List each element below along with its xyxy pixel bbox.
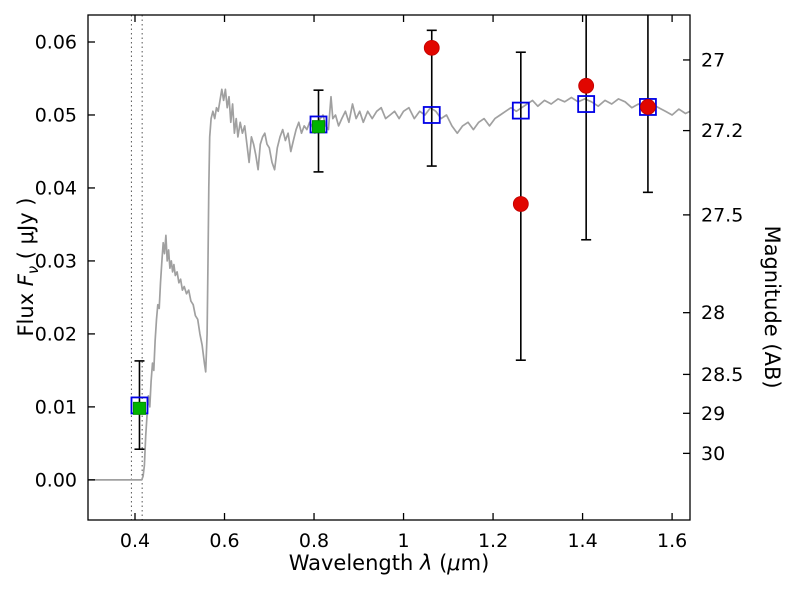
model-photometry-marker bbox=[577, 95, 596, 113]
x-tick-label: 1.2 bbox=[478, 530, 508, 552]
x-axis-label: Wavelength λ (μm) bbox=[88, 551, 690, 575]
model-photometry-marker bbox=[511, 101, 530, 120]
observed-infrared-marker bbox=[578, 77, 595, 94]
observed-infrared-marker bbox=[512, 196, 529, 212]
x-tick-label: 1 bbox=[397, 530, 409, 552]
x-tick-label: 1.6 bbox=[657, 530, 687, 552]
x-axis-label-paren: ( bbox=[432, 551, 448, 575]
y-tick-label: 0.00 bbox=[35, 469, 77, 491]
observed-infrared-marker bbox=[423, 39, 440, 56]
observed-optical-marker bbox=[312, 120, 326, 134]
model-photometry-marker bbox=[639, 98, 657, 116]
y-tick-label: 0.05 bbox=[35, 104, 77, 126]
magnitude-tick-label: 30 bbox=[701, 443, 725, 465]
y-axis-label-text: Flux bbox=[14, 286, 38, 337]
y-tick-label: 0.06 bbox=[35, 32, 77, 54]
observed-optical-marker bbox=[132, 401, 146, 415]
plot-frame bbox=[87, 14, 691, 521]
model-spectrum-line bbox=[88, 88, 690, 481]
x-axis-label-text: Wavelength bbox=[288, 551, 420, 575]
flux-symbol: F bbox=[14, 274, 38, 287]
x-tick-label: 0.8 bbox=[299, 530, 329, 552]
y-axis-label: Flux Fν ( μJy ) bbox=[14, 67, 42, 467]
y-tick-label: 0.03 bbox=[35, 250, 77, 272]
y-tick-label: 0.01 bbox=[35, 396, 77, 418]
x-tick-label: 1.4 bbox=[567, 530, 597, 552]
plot-area bbox=[88, 15, 690, 520]
lambda-symbol: λ bbox=[419, 551, 433, 575]
x-tick-label: 0.6 bbox=[209, 530, 239, 552]
model-photometry-marker bbox=[422, 106, 441, 124]
magnitude-tick-label: 27.5 bbox=[701, 204, 743, 226]
magnitude-tick-label: 27.2 bbox=[701, 120, 743, 142]
x-axis-label-unit: m) bbox=[460, 551, 490, 575]
magnitude-tick-label: 27 bbox=[701, 49, 725, 71]
y-axis-label-unit: ( μJy ) bbox=[14, 197, 38, 266]
magnitude-tick-label: 28 bbox=[701, 302, 725, 324]
observed-infrared-marker bbox=[640, 99, 656, 115]
magnitude-tick-label: 29 bbox=[701, 403, 725, 425]
mu-symbol: μ bbox=[447, 551, 461, 575]
nu-subscript: ν bbox=[25, 265, 43, 275]
x-tick-label: 0.4 bbox=[120, 530, 150, 552]
y-tick-label: 0.04 bbox=[35, 177, 77, 199]
right-axis-label: Magnitude (AB) bbox=[760, 225, 784, 389]
magnitude-tick-label: 28.5 bbox=[701, 364, 743, 386]
y-tick-label: 0.02 bbox=[35, 323, 77, 345]
